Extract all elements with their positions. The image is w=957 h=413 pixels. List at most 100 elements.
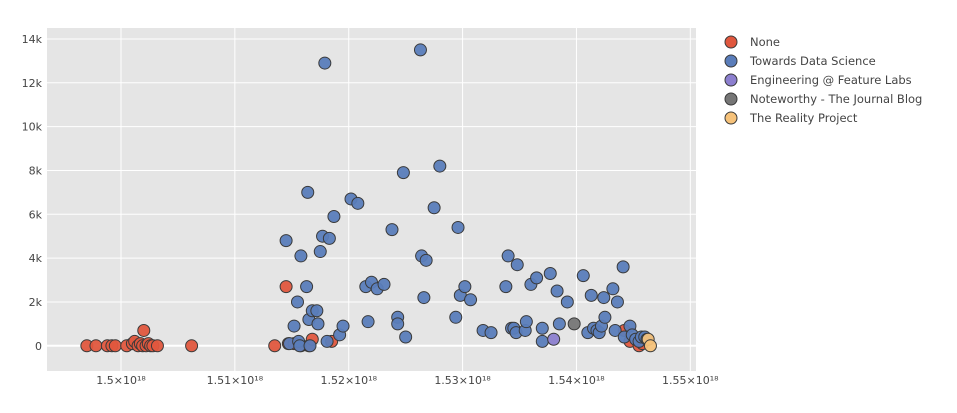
y-gridlines	[47, 38, 696, 347]
data-point[interactable]	[433, 159, 447, 173]
legend[interactable]: None Towards Data Science Engineering @ Fe…	[724, 35, 922, 125]
legend-marker	[724, 73, 738, 87]
data-point[interactable]	[391, 317, 405, 331]
data-point[interactable]	[377, 277, 391, 291]
data-point[interactable]	[327, 209, 341, 223]
data-point[interactable]	[279, 234, 293, 248]
data-point[interactable]	[550, 284, 564, 298]
data-point[interactable]	[396, 166, 410, 180]
data-point[interactable]	[610, 295, 624, 309]
data-point[interactable]	[458, 280, 472, 294]
series-group	[641, 332, 657, 353]
x-tick-label: 1.54×10¹⁸	[548, 374, 605, 387]
data-point[interactable]	[597, 291, 611, 305]
y-tick-label: 12k	[22, 77, 43, 90]
data-point[interactable]	[547, 332, 561, 346]
data-point[interactable]	[89, 339, 103, 353]
y-tick-label: 8k	[29, 164, 43, 177]
data-point[interactable]	[137, 323, 151, 337]
data-point[interactable]	[606, 282, 620, 296]
data-point[interactable]	[451, 220, 465, 234]
data-point[interactable]	[560, 295, 574, 309]
data-point[interactable]	[300, 280, 314, 294]
data-point[interactable]	[150, 339, 164, 353]
data-point[interactable]	[608, 323, 622, 337]
data-point[interactable]	[643, 339, 657, 353]
legend-item[interactable]: Towards Data Science	[724, 54, 876, 68]
data-point[interactable]	[427, 201, 441, 215]
legend-item[interactable]: The Reality Project	[724, 111, 858, 125]
legend-label: None	[750, 35, 780, 49]
data-point[interactable]	[311, 317, 325, 331]
data-point[interactable]	[351, 196, 365, 210]
data-point[interactable]	[499, 280, 513, 294]
data-point[interactable]	[185, 339, 199, 353]
data-point[interactable]	[576, 269, 590, 283]
data-point[interactable]	[584, 288, 598, 302]
x-tick-label: 1.51×10¹⁸	[207, 374, 264, 387]
data-point[interactable]	[318, 56, 332, 70]
legend-item[interactable]: Noteworthy - The Journal Blog	[724, 92, 922, 106]
legend-label: The Reality Project	[749, 111, 858, 125]
data-point[interactable]	[268, 339, 282, 353]
legend-marker	[724, 92, 738, 106]
legend-label: Noteworthy - The Journal Blog	[750, 92, 922, 106]
data-point[interactable]	[464, 293, 478, 307]
data-point[interactable]	[419, 253, 433, 267]
data-point[interactable]	[484, 326, 498, 340]
data-point[interactable]	[417, 291, 431, 305]
data-point[interactable]	[567, 317, 581, 331]
data-point[interactable]	[322, 231, 336, 245]
x-tick-label: 1.52×10¹⁸	[320, 374, 377, 387]
data-point[interactable]	[320, 334, 334, 348]
y-tick-label: 0	[35, 340, 42, 353]
data-point[interactable]	[301, 185, 315, 199]
series-group	[279, 43, 654, 353]
data-point[interactable]	[543, 266, 557, 280]
data-point[interactable]	[303, 339, 317, 353]
data-point[interactable]	[385, 223, 399, 237]
data-point[interactable]	[535, 321, 549, 335]
data-point[interactable]	[413, 43, 427, 57]
legend-label: Engineering @ Feature Labs	[750, 73, 912, 87]
legend-marker	[724, 35, 738, 49]
data-point[interactable]	[510, 258, 524, 272]
legend-marker	[724, 111, 738, 125]
data-point[interactable]	[552, 317, 566, 331]
data-point[interactable]	[449, 310, 463, 324]
data-point[interactable]	[290, 295, 304, 309]
data-point[interactable]	[287, 319, 301, 333]
y-tick-label: 4k	[29, 252, 43, 265]
data-point[interactable]	[598, 310, 612, 324]
y-tick-label: 2k	[29, 296, 43, 309]
data-point[interactable]	[519, 315, 533, 329]
legend-item[interactable]: None	[724, 35, 780, 49]
legend-item[interactable]: Engineering @ Feature Labs	[724, 73, 912, 87]
data-point[interactable]	[616, 260, 630, 274]
y-tick-label: 6k	[29, 208, 43, 221]
data-point[interactable]	[336, 319, 350, 333]
y-tick-label: 14k	[22, 33, 43, 46]
data-point[interactable]	[313, 245, 327, 259]
x-tick-labels: 1.5×10¹⁸ 1.51×10¹⁸ 1.52×10¹⁸ 1.53×10¹⁸ 1.54×…	[96, 374, 719, 387]
data-point[interactable]	[399, 330, 413, 344]
legend-marker	[724, 54, 738, 68]
data-point[interactable]	[108, 339, 122, 353]
x-tick-label: 1.5×10¹⁸	[96, 374, 146, 387]
legend-label: Towards Data Science	[749, 54, 876, 68]
data-point[interactable]	[279, 280, 293, 294]
x-tick-label: 1.53×10¹⁸	[434, 374, 491, 387]
data-point[interactable]	[294, 249, 308, 263]
data-point[interactable]	[530, 271, 544, 285]
data-point[interactable]	[501, 249, 515, 263]
y-tick-label: 10k	[22, 121, 43, 134]
plot-background	[47, 28, 696, 371]
x-tick-label: 1.55×10¹⁸	[662, 374, 719, 387]
series-group	[567, 317, 581, 331]
data-point[interactable]	[361, 315, 375, 329]
series-group	[547, 332, 561, 346]
data-markers	[80, 43, 657, 353]
data-point[interactable]	[310, 304, 324, 318]
data-point[interactable]	[535, 334, 549, 348]
